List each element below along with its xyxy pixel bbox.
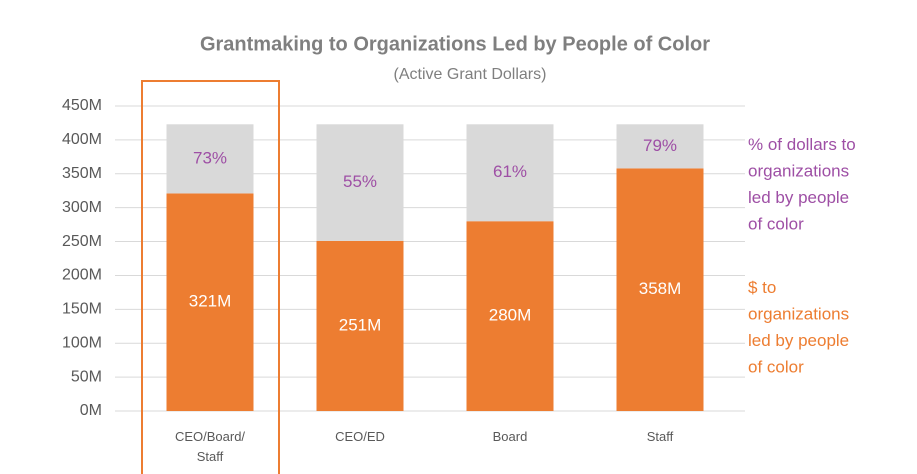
data-label: 55% <box>343 172 377 191</box>
highlight-box <box>141 80 280 474</box>
bar-segment <box>466 221 554 411</box>
y-tick-label: 200M <box>62 267 102 284</box>
data-label: 358M <box>639 279 682 298</box>
data-label: 73% <box>193 148 227 167</box>
y-tick-label: 350M <box>62 165 102 182</box>
x-tick-label: Board <box>493 429 528 444</box>
y-tick-label: 100M <box>62 334 102 351</box>
chart-title: Grantmaking to Organizations Led by Peop… <box>200 33 710 55</box>
data-label: 79% <box>643 136 677 155</box>
bar-segment <box>316 124 404 241</box>
legend-label: $ to organizations led by people of color <box>748 278 849 377</box>
data-label: 251M <box>339 315 382 334</box>
y-tick-label: 400M <box>62 131 102 148</box>
data-label: 321M <box>189 292 232 311</box>
bar-segment <box>316 240 404 411</box>
bar-segment <box>616 168 704 411</box>
y-tick-label: 250M <box>62 233 102 250</box>
y-tick-label: 50M <box>71 368 102 385</box>
bar-segment <box>466 124 554 222</box>
y-tick-label: 0M <box>80 402 102 419</box>
chart-subtitle: (Active Grant Dollars) <box>394 66 547 83</box>
x-tick-label: CEO/ED <box>335 429 385 444</box>
bar-segment <box>166 193 254 411</box>
bar-segment <box>616 124 704 169</box>
y-tick-label: 300M <box>62 199 102 216</box>
data-label: 280M <box>489 306 532 325</box>
legend-label: % of dollars to organizations led by peopl… <box>748 135 856 234</box>
x-tick-label: Staff <box>647 429 674 444</box>
x-tick-label: CEO/Board/Staff <box>175 429 245 464</box>
y-tick-label: 150M <box>62 301 102 318</box>
data-label: 61% <box>493 162 527 181</box>
bar-segment <box>166 124 254 194</box>
y-tick-label: 450M <box>62 97 102 114</box>
